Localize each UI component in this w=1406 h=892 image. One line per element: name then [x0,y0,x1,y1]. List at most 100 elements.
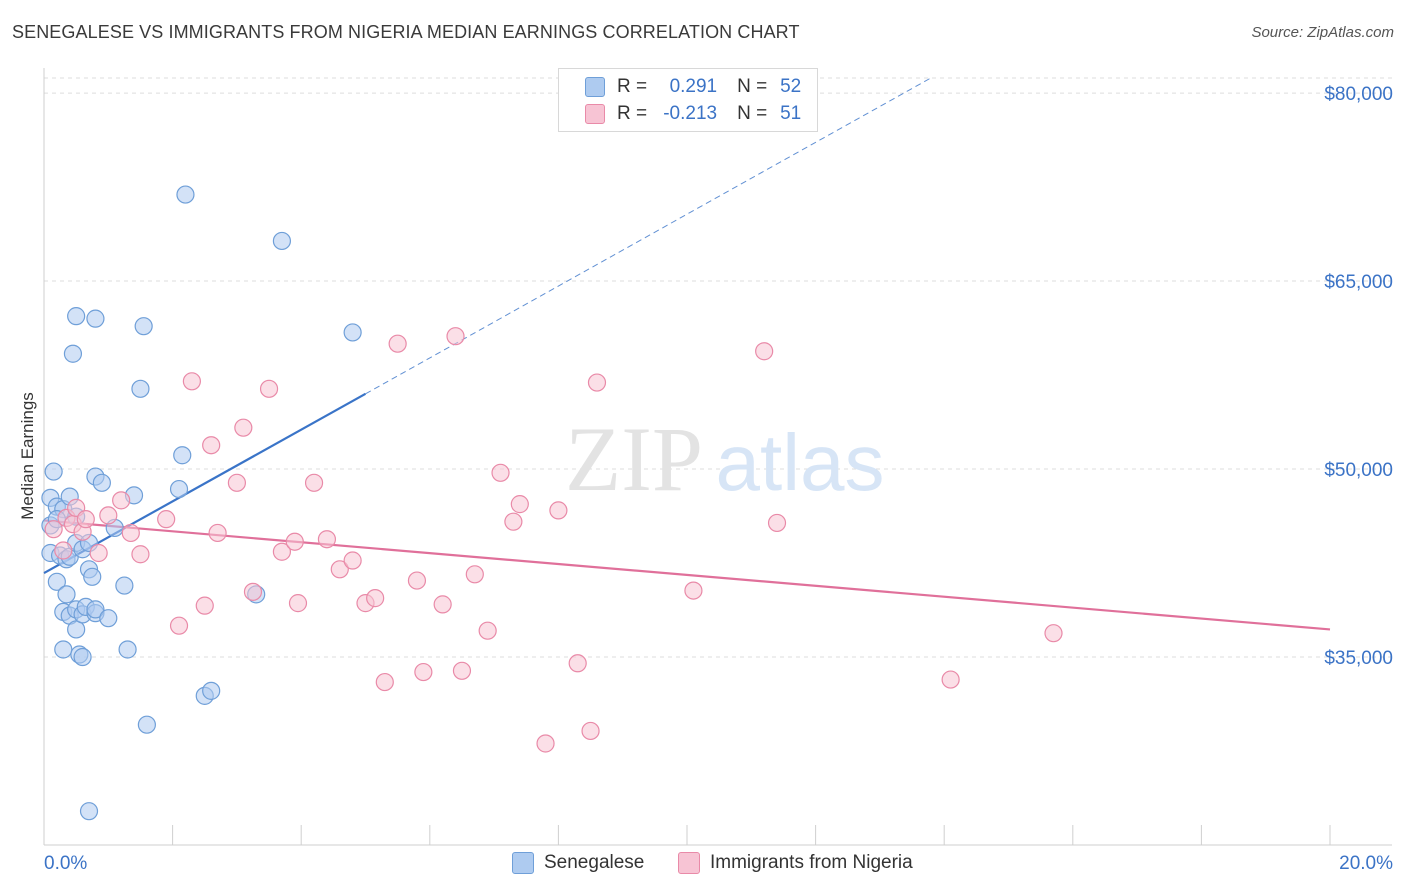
data-point-nigeria [182,372,201,391]
data-point-senegalese [79,802,99,821]
data-point-nigeria [99,506,118,525]
data-point-nigeria [491,463,510,482]
data-point-nigeria [414,662,433,682]
x-tick-label-min: 0.0% [44,853,87,874]
y-axis-label: Median Earnings [18,392,37,520]
data-point-senegalese [99,609,118,628]
data-point-senegalese [272,231,292,251]
bottom-legend-label-nigeria: Immigrants from Nigeria [710,852,913,873]
data-point-senegalese [134,317,153,336]
data-point-senegalese [86,600,105,619]
data-point-nigeria [343,551,362,570]
legend-row-nigeria: R = -0.213 N = 51 [585,102,801,126]
data-point-nigeria [549,501,568,520]
data-point-senegalese [86,309,105,328]
data-point-nigeria [208,523,227,543]
data-point-nigeria [375,672,394,692]
tick-labels: $35,000 $50,000 $65,000 $80,000 0.0% 20.0% [44,84,1393,874]
data-point-senegalese [44,462,63,481]
data-point-nigeria [510,495,529,514]
data-point-senegalese [73,647,92,667]
data-point-nigeria [755,342,774,361]
data-point-nigeria [272,542,292,561]
data-point-nigeria [234,418,253,437]
trend-line-nigeria [43,519,1331,631]
y-tick-label: $35,000 [1324,648,1393,669]
data-point-nigeria [536,734,555,753]
data-point-nigeria [478,621,497,640]
data-point-nigeria [465,565,484,584]
data-point-nigeria [388,334,407,353]
grid-lines [44,77,1392,658]
data-point-nigeria [330,560,349,579]
data-point-nigeria [433,595,452,614]
data-point-senegalese [54,640,73,659]
data-point-nigeria [54,541,73,560]
legend-swatch-senegalese [585,77,605,97]
data-point-nigeria [581,721,600,741]
data-point-nigeria [89,543,108,563]
data-point-senegalese [83,567,102,586]
data-point-nigeria [767,513,787,533]
data-point-nigeria [1044,624,1063,643]
x-tick-label-max: 20.0% [1339,853,1393,874]
data-point-senegalese [131,379,150,398]
data-point-senegalese [63,344,83,363]
data-points [41,185,1063,821]
data-point-senegalese [202,681,221,700]
data-point-senegalese [173,446,192,465]
legend-n-label: N = [737,76,768,97]
axes [43,68,1392,846]
data-point-nigeria [259,379,279,398]
chart-title: SENEGALESE VS IMMIGRANTS FROM NIGERIA ME… [12,22,800,42]
bottom-legend-senegalese: Senegalese [512,852,644,874]
data-point-nigeria [195,596,214,615]
legend-r-value: 0.291 [669,76,718,97]
data-point-senegalese [169,479,189,499]
data-point-nigeria [157,510,176,529]
data-point-nigeria [684,581,703,600]
data-point-nigeria [407,571,427,590]
y-tick-label: $65,000 [1324,272,1393,293]
data-point-nigeria [452,661,472,680]
data-point-senegalese [67,620,86,639]
data-point-senegalese [176,185,195,204]
legend-row-senegalese: R = 0.291 N = 52 [585,75,801,99]
data-point-nigeria [131,545,150,564]
legend-n-value: 52 [780,76,802,97]
data-point-senegalese [92,473,111,492]
data-point-nigeria [568,654,587,673]
bottom-legend-label-senegalese: Senegalese [544,852,645,873]
data-point-senegalese [67,307,86,326]
y-tick-label: $80,000 [1324,84,1393,105]
legend-r-label: R = [617,103,648,124]
data-point-nigeria [446,327,465,346]
trend-lines [43,77,1331,631]
legend-n-value: 51 [780,103,802,124]
data-point-nigeria [366,589,385,608]
data-point-nigeria [285,532,304,551]
legend-n-label: N = [737,103,768,124]
data-point-senegalese [137,715,156,734]
source-label: Source: ZipAtlas.com [1251,24,1394,41]
data-point-nigeria [202,436,221,455]
bottom-legend-nigeria: Immigrants from Nigeria [678,852,913,874]
data-point-nigeria [288,594,308,613]
data-point-nigeria [112,491,131,510]
data-point-nigeria [317,530,337,549]
legend-swatch-nigeria [585,104,605,124]
bottom-legend-swatch-nigeria [678,852,700,874]
y-tick-label: $50,000 [1324,460,1393,481]
watermark-atlas: atlas [716,418,885,507]
data-point-senegalese [115,576,134,595]
data-point-senegalese [57,585,76,604]
data-point-nigeria [587,373,607,392]
data-point-nigeria [169,616,189,635]
legend-r-value: -0.213 [663,103,718,124]
data-point-nigeria [227,473,246,492]
correlation-legend: R = 0.291 N = 52 R = -0.213 N = 51 [558,68,818,132]
data-point-nigeria [304,473,324,492]
data-point-nigeria [941,670,960,689]
data-point-senegalese [47,572,66,591]
